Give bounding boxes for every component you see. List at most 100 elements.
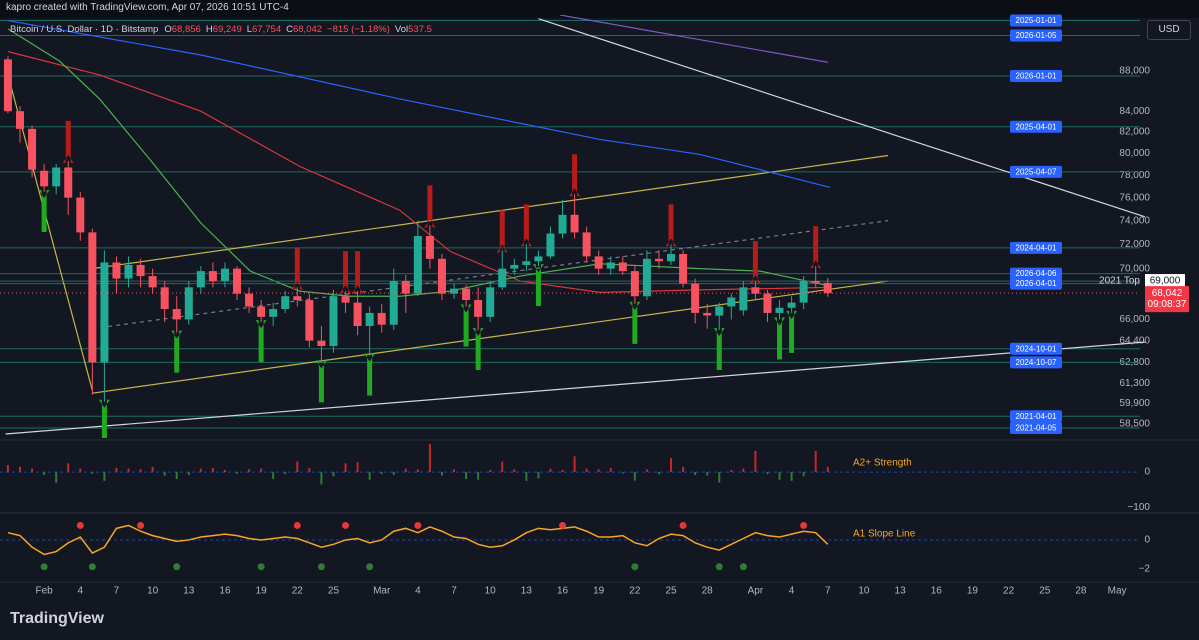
x-tick-label: 22 xyxy=(292,586,304,597)
strength-bar xyxy=(440,472,443,476)
signal-dot xyxy=(800,521,808,529)
overlay-line xyxy=(5,341,1145,435)
strength-bar xyxy=(344,463,347,473)
candle-body xyxy=(715,306,724,316)
strength-bar xyxy=(187,472,190,475)
candle-body xyxy=(377,312,386,325)
signal-dot xyxy=(342,521,350,529)
level-tag xyxy=(1010,165,1062,178)
level-label: 2021-04-01 xyxy=(1016,412,1057,421)
candle-body xyxy=(64,167,73,198)
quote-label: O xyxy=(164,24,172,35)
candle-body xyxy=(281,296,290,310)
x-tick-label: 19 xyxy=(967,586,979,597)
level-tag xyxy=(1010,356,1062,369)
overlay-line xyxy=(7,19,831,189)
candle-body xyxy=(329,296,338,347)
candle-body xyxy=(88,232,97,363)
strength-bar xyxy=(284,472,287,475)
strength-bar xyxy=(404,468,407,473)
strength-bar xyxy=(465,472,468,480)
strength-bar xyxy=(43,472,46,475)
candle-body xyxy=(594,256,603,269)
signal-dot xyxy=(40,563,48,571)
y-tick-label: 72,000 xyxy=(1119,239,1150,250)
candle-body xyxy=(293,296,302,301)
level-label: 2024-04-01 xyxy=(1016,244,1057,253)
sell-arrow xyxy=(340,251,352,294)
slope-line xyxy=(7,524,829,556)
candle-body xyxy=(257,306,266,317)
top-level-tag xyxy=(1145,274,1185,289)
sell-arrow xyxy=(665,204,677,247)
countdown: 09:08:37 xyxy=(1148,299,1187,310)
buy-arrow xyxy=(171,330,183,373)
strength-bar xyxy=(91,472,94,474)
x-tick-label: 25 xyxy=(1039,586,1051,597)
level-label: 2024-10-01 xyxy=(1016,344,1057,353)
strength-bar xyxy=(392,472,395,475)
strength-bar xyxy=(79,468,82,473)
buy-arrow xyxy=(472,327,484,370)
candle-body xyxy=(486,287,495,317)
strength-bar xyxy=(211,467,214,473)
candle-body xyxy=(570,214,579,233)
strength-bar xyxy=(573,456,576,473)
candle-body xyxy=(474,300,483,317)
candle-body xyxy=(353,302,362,327)
strength-bar xyxy=(670,458,673,473)
strength-bar xyxy=(742,468,745,473)
candle-body xyxy=(751,287,760,294)
buy-arrow xyxy=(713,327,725,370)
strength-bar xyxy=(537,472,540,479)
candle-body xyxy=(28,128,37,170)
candle-body xyxy=(184,287,193,320)
x-tick-label: Mar xyxy=(373,586,391,597)
header-bar xyxy=(0,0,1199,18)
x-tick-label: 10 xyxy=(147,586,159,597)
level-tag xyxy=(1010,422,1062,435)
y-tick-label: 78,000 xyxy=(1119,170,1150,181)
level-tag xyxy=(1010,241,1062,254)
strength-bar xyxy=(248,469,251,473)
volume-label: Vol xyxy=(394,24,409,35)
candle-body xyxy=(437,258,446,294)
strength-bar xyxy=(477,472,480,480)
y-tick-label: 76,000 xyxy=(1119,192,1150,203)
level-tag xyxy=(1010,410,1062,423)
strength-bar xyxy=(428,444,431,473)
level-tag xyxy=(1010,29,1062,42)
sell-arrow xyxy=(810,226,822,269)
y-tick-label: 64,400 xyxy=(1119,335,1150,346)
candle-body xyxy=(413,235,422,294)
sell-arrow xyxy=(62,120,74,163)
buy-arrow xyxy=(774,317,786,360)
currency-button[interactable]: USD xyxy=(1147,20,1191,40)
candle-body xyxy=(691,283,700,313)
buy-arrow xyxy=(532,264,544,307)
strength-bar xyxy=(621,472,624,474)
candle-body xyxy=(558,214,567,234)
candle-body xyxy=(124,264,133,279)
candle-body xyxy=(450,288,459,294)
strength-bar xyxy=(380,472,383,475)
strength-bar xyxy=(332,472,335,477)
strength-bar xyxy=(103,472,106,481)
volume-value: 537.5 xyxy=(408,24,432,35)
strength-bar xyxy=(175,472,178,480)
quote-label: C xyxy=(286,24,293,35)
candle-body xyxy=(534,256,543,262)
candle-body xyxy=(667,253,676,262)
signal-dot xyxy=(679,521,687,529)
x-tick-label: 10 xyxy=(858,586,870,597)
level-tag xyxy=(1010,267,1062,280)
x-tick-label: 25 xyxy=(328,586,340,597)
level-label: 2026-01-01 xyxy=(1016,72,1057,81)
signal-dot xyxy=(173,563,181,571)
y-tick-label: 84,000 xyxy=(1119,106,1150,117)
strength-bar xyxy=(561,469,564,473)
quote-label: H xyxy=(205,24,213,35)
y-tick-label: 59,900 xyxy=(1119,398,1150,409)
strength-bar xyxy=(67,463,70,473)
signal-dot xyxy=(76,521,84,529)
